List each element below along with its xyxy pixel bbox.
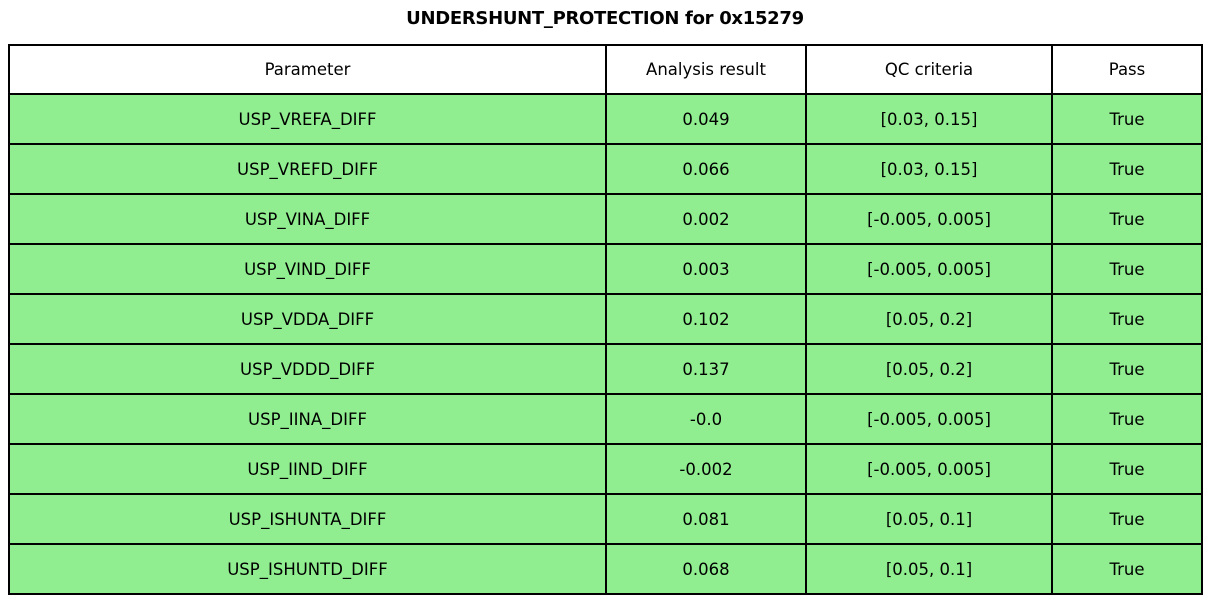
cell-pass: True [1051, 193, 1203, 245]
cell-analysis-result: 0.081 [605, 493, 807, 545]
cell-qc-criteria: [-0.005, 0.005] [805, 243, 1053, 295]
cell-pass: True [1051, 493, 1203, 545]
table-row: USP_VIND_DIFF 0.003 [-0.005, 0.005] True [8, 243, 1203, 295]
table-row: USP_VREFD_DIFF 0.066 [0.03, 0.15] True [8, 143, 1203, 195]
cell-pass: True [1051, 93, 1203, 145]
cell-parameter: USP_VINA_DIFF [8, 193, 607, 245]
page-title: UNDERSHUNT_PROTECTION for 0x15279 [406, 8, 804, 29]
table-row: USP_ISHUNTA_DIFF 0.081 [0.05, 0.1] True [8, 493, 1203, 545]
table-row: USP_VDDA_DIFF 0.102 [0.05, 0.2] True [8, 293, 1203, 345]
cell-qc-criteria: [-0.005, 0.005] [805, 443, 1053, 495]
table-row: USP_IINA_DIFF -0.0 [-0.005, 0.005] True [8, 393, 1203, 445]
cell-analysis-result: 0.003 [605, 243, 807, 295]
table-row: USP_VINA_DIFF 0.002 [-0.005, 0.005] True [8, 193, 1203, 245]
cell-pass: True [1051, 443, 1203, 495]
cell-pass: True [1051, 143, 1203, 195]
cell-analysis-result: -0.002 [605, 443, 807, 495]
cell-qc-criteria: [0.03, 0.15] [805, 143, 1053, 195]
cell-pass: True [1051, 393, 1203, 445]
cell-qc-criteria: [-0.005, 0.005] [805, 393, 1053, 445]
header-cell-analysis-result: Analysis result [605, 44, 807, 95]
cell-parameter: USP_VREFA_DIFF [8, 93, 607, 145]
cell-qc-criteria: [0.03, 0.15] [805, 93, 1053, 145]
cell-analysis-result: -0.0 [605, 393, 807, 445]
cell-pass: True [1051, 293, 1203, 345]
table-row: USP_VDDD_DIFF 0.137 [0.05, 0.2] True [8, 343, 1203, 395]
cell-analysis-result: 0.066 [605, 143, 807, 195]
cell-parameter: USP_VIND_DIFF [8, 243, 607, 295]
header-cell-pass: Pass [1051, 44, 1203, 95]
cell-analysis-result: 0.068 [605, 543, 807, 595]
cell-analysis-result: 0.137 [605, 343, 807, 395]
table-row: USP_VREFA_DIFF 0.049 [0.03, 0.15] True [8, 93, 1203, 145]
table-header-row: Parameter Analysis result QC criteria Pa… [8, 44, 1203, 95]
table-row: USP_IIND_DIFF -0.002 [-0.005, 0.005] Tru… [8, 443, 1203, 495]
cell-analysis-result: 0.102 [605, 293, 807, 345]
header-cell-qc-criteria: QC criteria [805, 44, 1053, 95]
cell-parameter: USP_IIND_DIFF [8, 443, 607, 495]
cell-pass: True [1051, 243, 1203, 295]
cell-qc-criteria: [0.05, 0.1] [805, 543, 1053, 595]
cell-qc-criteria: [0.05, 0.2] [805, 293, 1053, 345]
header-cell-parameter: Parameter [8, 44, 607, 95]
cell-parameter: USP_VDDD_DIFF [8, 343, 607, 395]
cell-analysis-result: 0.049 [605, 93, 807, 145]
cell-parameter: USP_VREFD_DIFF [8, 143, 607, 195]
qc-results-table: Parameter Analysis result QC criteria Pa… [8, 44, 1203, 595]
cell-pass: True [1051, 543, 1203, 595]
cell-pass: True [1051, 343, 1203, 395]
cell-parameter: USP_VDDA_DIFF [8, 293, 607, 345]
cell-qc-criteria: [0.05, 0.2] [805, 343, 1053, 395]
cell-qc-criteria: [0.05, 0.1] [805, 493, 1053, 545]
cell-qc-criteria: [-0.005, 0.005] [805, 193, 1053, 245]
cell-parameter: USP_IINA_DIFF [8, 393, 607, 445]
table-row: USP_ISHUNTD_DIFF 0.068 [0.05, 0.1] True [8, 543, 1203, 595]
cell-analysis-result: 0.002 [605, 193, 807, 245]
cell-parameter: USP_ISHUNTD_DIFF [8, 543, 607, 595]
cell-parameter: USP_ISHUNTA_DIFF [8, 493, 607, 545]
